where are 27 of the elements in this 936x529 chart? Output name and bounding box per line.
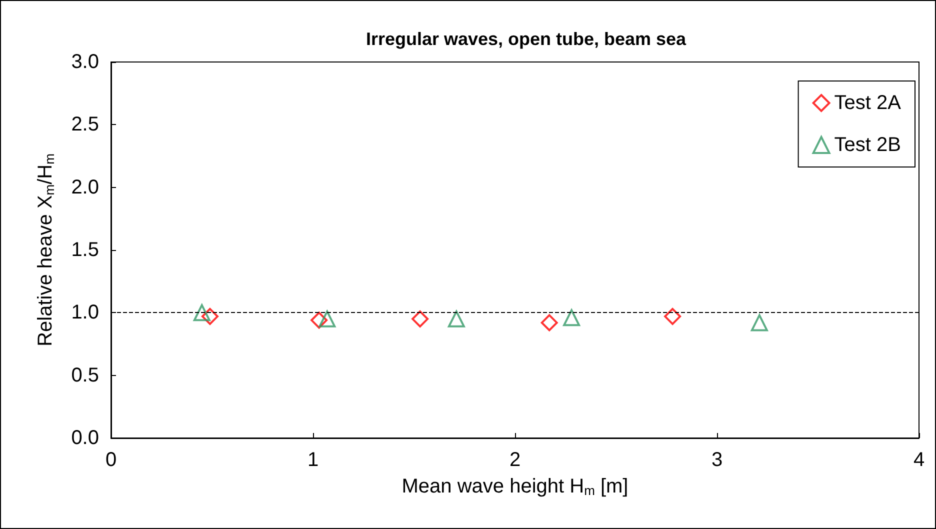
y-tick-label: 0.0: [71, 427, 99, 449]
x-tick-label: 0: [105, 449, 117, 471]
y-tick-label: 1.0: [71, 302, 99, 324]
legend-label: Test 2A: [834, 92, 902, 114]
y-tick-label: 3.0: [71, 51, 99, 73]
point: [448, 310, 465, 328]
chart-title: Irregular waves, open tube, beam sea: [366, 29, 688, 49]
legend-label: Test 2B: [834, 134, 902, 156]
y-tick-label: 2.5: [71, 114, 99, 136]
y-tick-label: 2.0: [71, 176, 99, 198]
point: [318, 310, 336, 328]
point: [193, 304, 210, 322]
point: [664, 308, 682, 325]
point: [201, 308, 218, 325]
y-tick-label: 1.5: [71, 239, 99, 261]
point: [750, 314, 768, 332]
x-tick-label: 4: [913, 449, 925, 471]
point: [563, 309, 580, 326]
y-axis-title: Relative heave Xm/Hm: [34, 154, 57, 346]
x-tick-label: 3: [711, 449, 723, 471]
x-axis-title: Mean wave height Hm [m]: [402, 476, 628, 498]
point: [412, 310, 429, 328]
x-tick-label: 2: [509, 449, 521, 471]
point: [540, 314, 558, 332]
point: [310, 312, 328, 329]
y-tick-label: 0.5: [71, 364, 99, 386]
x-tick-label: 1: [307, 449, 319, 471]
